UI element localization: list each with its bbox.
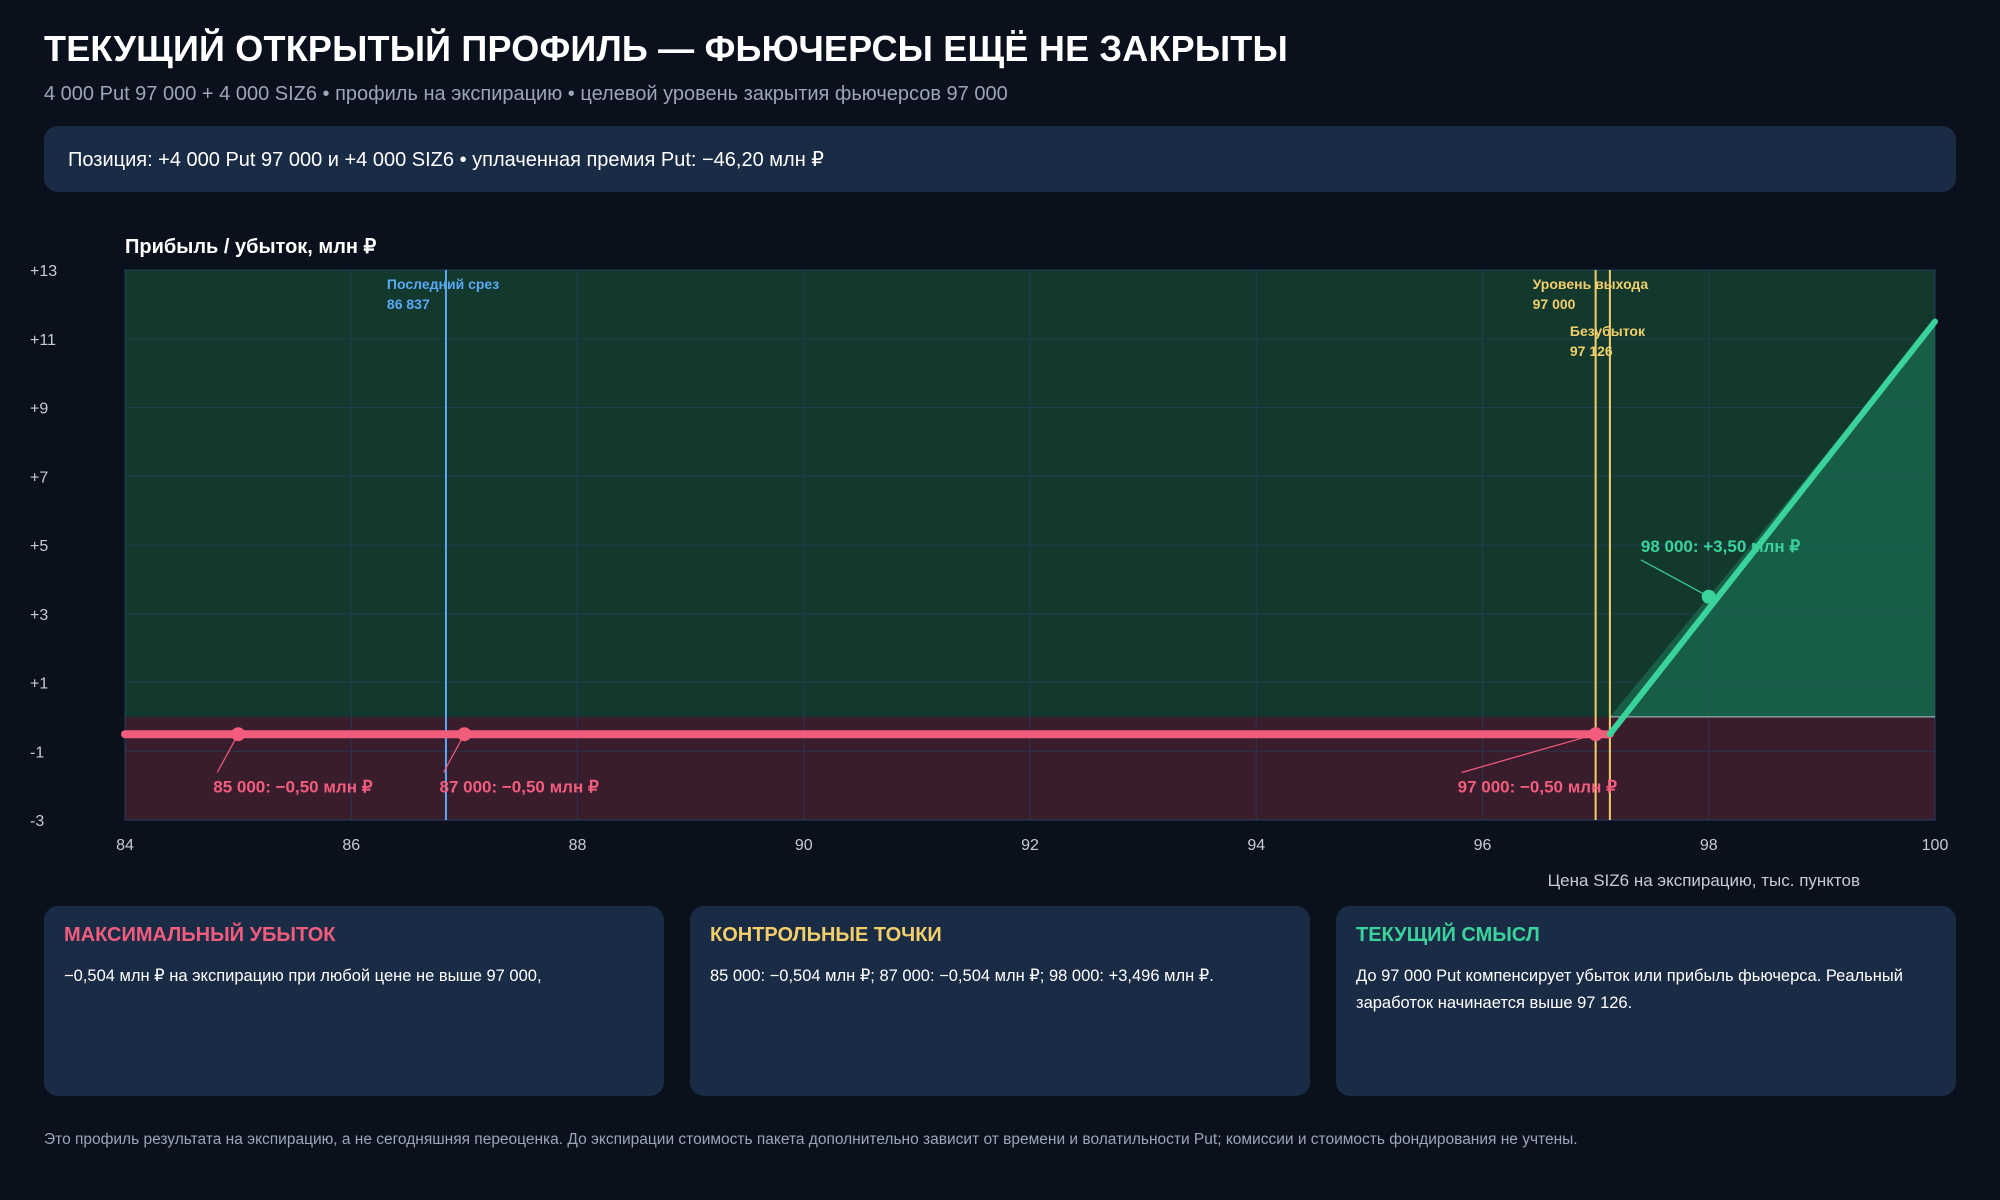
y-tick-label: +5: [30, 538, 48, 555]
pnl-line-profit: [1606, 318, 1938, 738]
x-tick-label: 86: [342, 837, 360, 854]
position-summary: Позиция: +4 000 Put 97 000 и +4 000 SIZ6…: [44, 126, 1956, 192]
x-tick-label: 88: [569, 837, 587, 854]
card-control-points-text: 85 000: −0,504 млн ₽; 87 000: −0,504 млн…: [710, 967, 1214, 985]
x-tick-label: 100: [1922, 837, 1949, 854]
vline-value: 97 126: [1570, 343, 1613, 359]
card-max-loss-title: МАКСИМАЛЬНЫЙ УБЫТОК: [64, 924, 336, 946]
point-label: 87 000: −0,50 млн ₽: [439, 778, 598, 797]
card-max-loss-text: −0,504 млн ₽ на экспирацию при любой цен…: [64, 967, 542, 985]
y-tick-label: +11: [30, 332, 56, 349]
y-tick-label: +3: [30, 607, 48, 624]
vline-value: 97 000: [1533, 296, 1576, 312]
x-axis-title: Цена SIZ6 на экспирацию, тыс. пунктов: [1548, 871, 1860, 890]
card-control-points-title: КОНТРОЛЬНЫЕ ТОЧКИ: [710, 924, 942, 946]
card-current-meaning-title: ТЕКУЩИЙ СМЫСЛ: [1356, 924, 1540, 946]
page-subtitle: 4 000 Put 97 000 + 4 000 SIZ6 • профиль …: [44, 83, 1008, 105]
data-point: [1588, 727, 1603, 742]
point-leader: [216, 733, 239, 773]
y-tick-label: -3: [30, 813, 44, 830]
y-tick-label: +9: [30, 401, 48, 418]
x-tick-label: 92: [1021, 837, 1039, 854]
card-current-meaning-text: До 97 000 Put компенсирует убыток или пр…: [1356, 967, 1903, 1012]
page-title: ТЕКУЩИЙ ОТКРЫТЫЙ ПРОФИЛЬ — ФЬЮЧЕРСЫ ЕЩЁ …: [44, 28, 1288, 69]
position-summary-text: Позиция: +4 000 Put 97 000 и +4 000 SIZ6…: [68, 148, 825, 171]
pnl-chart: Прибыль / убыток, млн ₽ +13 +11 +9 +7 +5 +3 +1 -…: [30, 236, 1949, 890]
y-tick-label: +7: [30, 469, 48, 486]
point-leader: [1640, 559, 1710, 598]
vline-label: Безубыток: [1570, 323, 1646, 339]
point-label: 98 000: +3,50 млн ₽: [1641, 537, 1800, 556]
vline-label: Уровень выхода: [1533, 276, 1649, 292]
x-tick-label: 96: [1474, 837, 1492, 854]
footnote: Это профиль результата на экспирацию, а …: [44, 1131, 1578, 1148]
card-control-points: КОНТРОЛЬНЫЕ ТОЧКИ 85 000: −0,504 млн ₽; …: [690, 906, 1310, 1096]
x-tick-label: 98: [1700, 837, 1718, 854]
x-tick-label: 94: [1247, 837, 1265, 854]
point-label: 97 000: −0,50 млн ₽: [1458, 778, 1617, 797]
card-current-meaning: ТЕКУЩИЙ СМЫСЛ До 97 000 Put компенсирует…: [1336, 906, 1956, 1096]
y-tick-label: -1: [30, 744, 44, 761]
point-leader: [442, 733, 465, 773]
y-tick-label: +13: [30, 263, 57, 280]
vline-label: Последний срез: [387, 276, 499, 292]
data-point: [231, 727, 246, 742]
x-tick-label: 90: [795, 837, 813, 854]
point-label: 85 000: −0,50 млн ₽: [213, 778, 372, 797]
y-axis-title: Прибыль / убыток, млн ₽: [125, 236, 377, 258]
card-max-loss: МАКСИМАЛЬНЫЙ УБЫТОК −0,504 млн ₽ на эксп…: [44, 906, 664, 1096]
vline-value: 86 837: [387, 296, 430, 312]
y-tick-label: +1: [30, 676, 48, 693]
data-point: [1701, 589, 1716, 604]
x-tick-label: 84: [116, 837, 134, 854]
data-point: [457, 727, 472, 742]
point-leader: [1461, 733, 1596, 774]
